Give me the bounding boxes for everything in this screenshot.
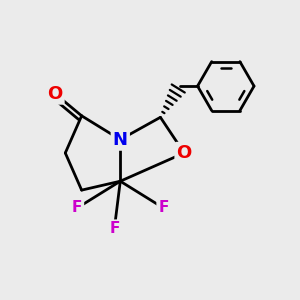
Text: F: F	[72, 200, 83, 215]
Text: O: O	[177, 144, 192, 162]
Text: O: O	[47, 85, 62, 103]
Text: N: N	[113, 130, 128, 148]
Text: F: F	[158, 200, 169, 215]
Text: F: F	[109, 221, 119, 236]
